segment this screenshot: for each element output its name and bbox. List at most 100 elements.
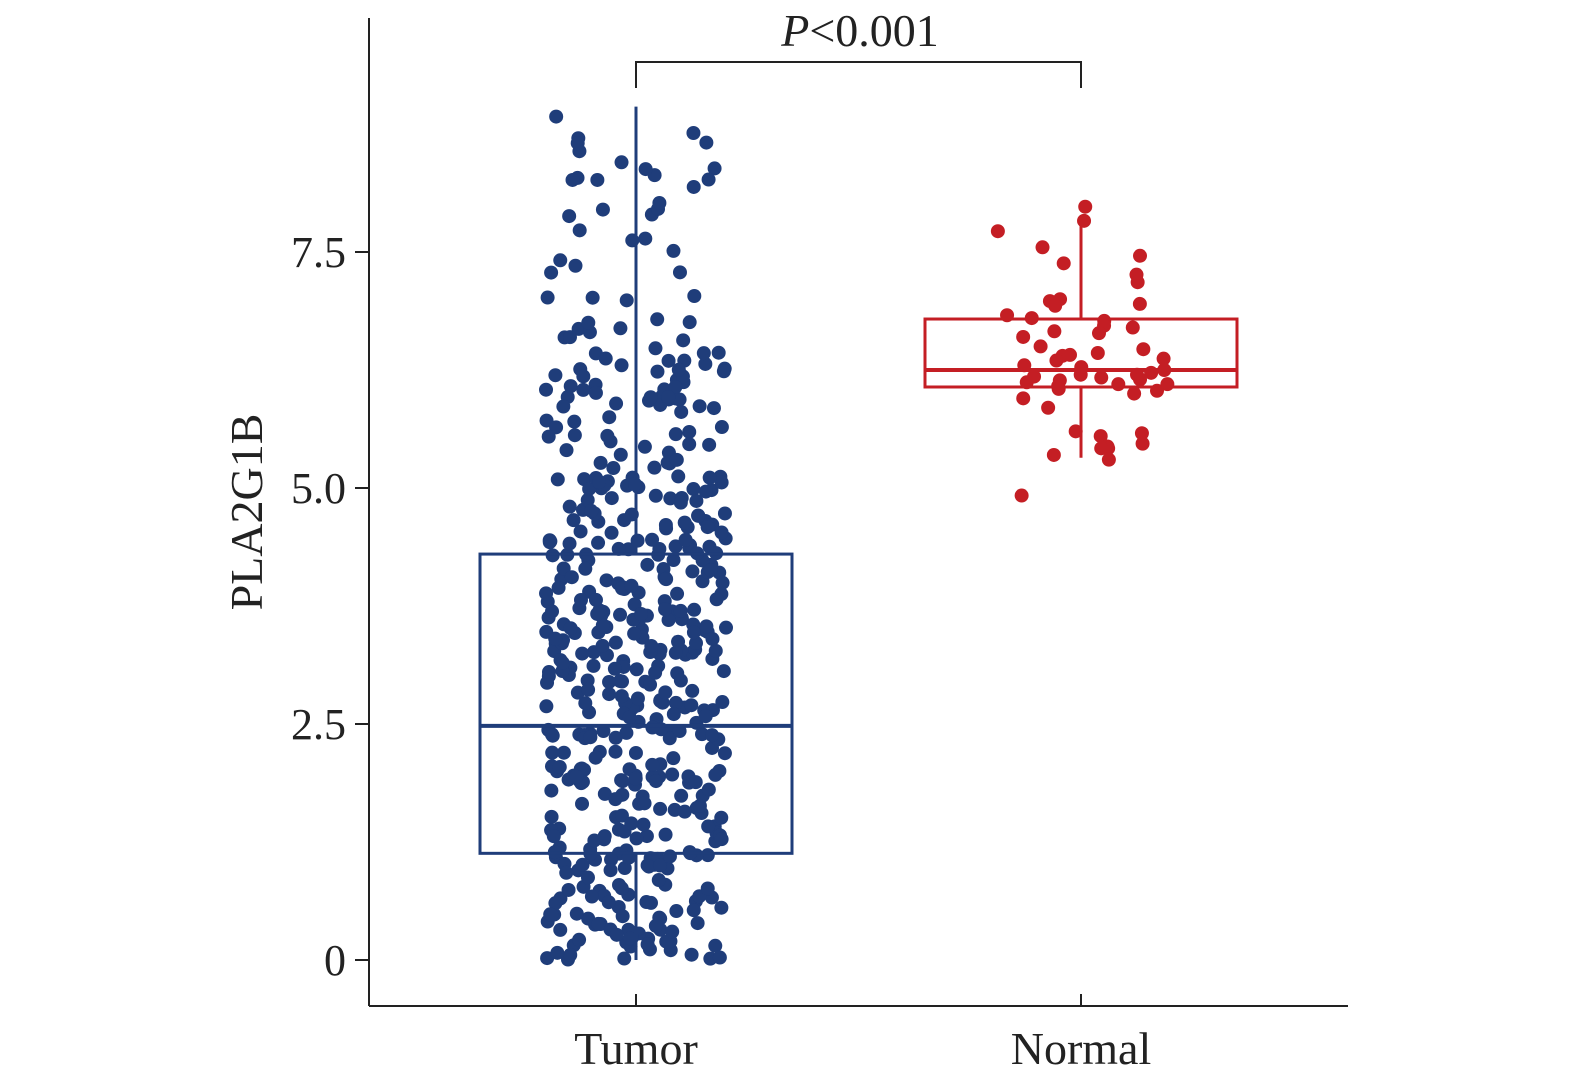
tumor-point	[608, 635, 623, 650]
tumor-point	[701, 782, 716, 797]
tumor-point	[698, 356, 713, 371]
tumor-point	[687, 602, 702, 617]
tumor-point	[546, 829, 561, 844]
tumor-point	[666, 243, 681, 258]
tumor-point	[597, 786, 612, 801]
tumor-point	[569, 906, 584, 921]
tumor-point	[576, 369, 591, 384]
tumor-point	[556, 561, 571, 576]
tumor-point	[688, 775, 703, 790]
tumor-point	[564, 570, 579, 585]
tumor-point	[550, 945, 565, 960]
tumor-point	[602, 675, 617, 690]
tumor-point	[640, 557, 655, 572]
tumor-point	[572, 932, 587, 947]
y-ticks: 0 2.5 5.0 7.5	[291, 228, 369, 985]
tumor-point	[609, 927, 624, 942]
tumor-point	[658, 827, 673, 842]
tumor-point	[588, 592, 603, 607]
tumor-point	[663, 491, 678, 506]
tumor-point	[628, 771, 643, 786]
tumor-point	[648, 488, 663, 503]
points-layer	[539, 109, 1175, 967]
tumor-point	[572, 223, 587, 238]
tumor-point	[670, 586, 685, 601]
tumor-point	[686, 482, 701, 497]
tumor-point	[685, 683, 700, 698]
tumor-point	[544, 907, 559, 922]
tumor-point	[699, 619, 714, 634]
tumor-point	[581, 315, 596, 330]
tumor-point	[619, 293, 634, 308]
normal-point	[1127, 386, 1142, 401]
normal-point	[1135, 436, 1150, 451]
tumor-point	[651, 873, 666, 888]
normal-point	[1132, 296, 1147, 311]
normal-point	[1094, 370, 1109, 385]
tumor-point	[553, 922, 568, 937]
tumor-point	[584, 889, 599, 904]
normal-point	[1136, 342, 1151, 357]
tumor-point	[580, 493, 595, 508]
tumor-point	[595, 638, 610, 653]
p-value: <0.001	[809, 5, 938, 56]
tumor-point	[583, 730, 598, 745]
tumor-point	[702, 437, 717, 452]
x-tick-label: Tumor	[574, 1023, 698, 1074]
tumor-point	[638, 162, 653, 177]
tumor-point	[639, 895, 654, 910]
tumor-point	[714, 475, 729, 490]
tumor-point	[617, 951, 632, 966]
tumor-point	[590, 606, 605, 621]
tumor-point	[634, 607, 649, 622]
tumor-point	[541, 665, 556, 680]
tumor-point	[604, 852, 619, 867]
tumor-point	[590, 172, 605, 187]
tumor-point	[567, 428, 582, 443]
tumor-point	[686, 126, 701, 141]
tumor-point	[540, 290, 555, 305]
tumor-point	[666, 707, 681, 722]
tumor-point	[686, 903, 701, 918]
tumor-point	[595, 202, 610, 217]
tumor-point	[689, 493, 704, 508]
tumor-point	[712, 950, 727, 965]
tumor-point	[599, 573, 614, 588]
tumor-point	[652, 858, 667, 873]
tumor-point	[593, 455, 608, 470]
tumor-point	[702, 470, 717, 485]
tumor-point	[659, 572, 674, 587]
tumor-point	[674, 404, 689, 419]
tumor-point	[622, 710, 637, 725]
tumor-point	[629, 831, 644, 846]
tumor-point	[582, 481, 597, 496]
tumor-point	[606, 461, 621, 476]
y-tick-label: 5.0	[291, 464, 346, 513]
normal-point	[1035, 240, 1050, 255]
normal-point	[1078, 199, 1093, 214]
tumor-point	[717, 746, 732, 761]
tumor-point	[543, 534, 558, 549]
tumor-point	[570, 136, 585, 151]
tumor-point	[584, 503, 599, 518]
tumor-point	[696, 346, 711, 361]
tumor-point	[671, 362, 686, 377]
tumor-point	[588, 385, 603, 400]
tumor-point	[645, 757, 660, 772]
normal-point	[1134, 426, 1149, 441]
tumor-point	[714, 900, 729, 915]
tumor-point	[672, 392, 687, 407]
tumor-point	[562, 536, 577, 551]
tumor-point	[563, 948, 578, 963]
tumor-point	[647, 460, 662, 475]
tumor-point	[559, 443, 574, 458]
tumor-point	[687, 289, 702, 304]
tumor-point	[678, 532, 693, 547]
tumor-point	[592, 475, 607, 490]
tumor-point	[608, 730, 623, 745]
tumor-point	[668, 380, 683, 395]
tumor-point	[700, 881, 715, 896]
tumor-point	[568, 258, 583, 273]
tumor-point	[708, 938, 723, 953]
normal-point	[1133, 372, 1148, 387]
